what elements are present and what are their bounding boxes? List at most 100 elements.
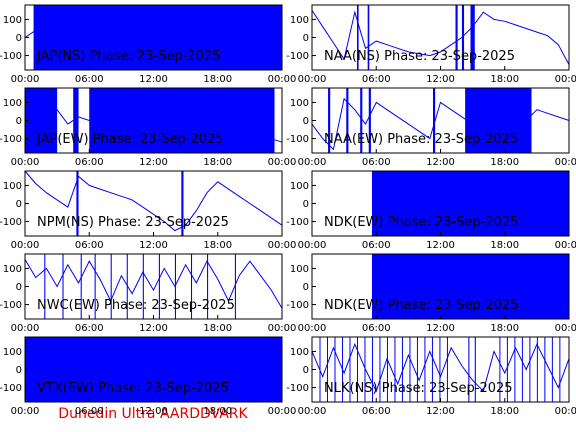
x-tick-label: 00:00 bbox=[555, 74, 576, 85]
phase-line bbox=[24, 15, 282, 38]
dense-band bbox=[360, 88, 363, 153]
x-tick-label: 06:00 bbox=[75, 74, 104, 85]
x-tick-label: 18:00 bbox=[490, 406, 519, 417]
x-tick-label: 06:00 bbox=[75, 406, 104, 417]
x-tick-label: 06:00 bbox=[362, 157, 391, 168]
phase-line bbox=[24, 108, 283, 143]
dense-band bbox=[346, 88, 349, 153]
dense-band bbox=[401, 337, 403, 402]
x-tick-label: 00:00 bbox=[11, 323, 40, 334]
dense-band bbox=[356, 5, 359, 70]
y-tick-label: 100 bbox=[3, 347, 22, 358]
x-tick-label: 06:00 bbox=[362, 240, 391, 251]
panel-label: NDK(EW) Phase: 23-Sep-2025 bbox=[324, 298, 518, 313]
y-tick-label: 100 bbox=[290, 181, 309, 192]
x-tick-label: 00:00 bbox=[268, 157, 297, 168]
dense-band bbox=[44, 254, 46, 319]
x-tick-label: 06:00 bbox=[75, 157, 104, 168]
y-tick-label: -100 bbox=[286, 383, 309, 394]
y-tick-label: 0 bbox=[16, 365, 22, 376]
x-tick-label: 06:00 bbox=[75, 323, 104, 334]
y-tick-label: 100 bbox=[3, 181, 22, 192]
dense-band bbox=[446, 337, 448, 402]
phase-line bbox=[24, 259, 283, 309]
dense-band bbox=[544, 337, 546, 402]
x-tick-label: 06:00 bbox=[75, 240, 104, 251]
x-tick-label: 00:00 bbox=[555, 157, 576, 168]
y-tick-label: 100 bbox=[3, 15, 22, 26]
dense-band bbox=[499, 337, 501, 402]
panel-label: NWC(EW) Phase: 23-Sep-2025 bbox=[37, 298, 235, 313]
dense-band bbox=[73, 88, 79, 153]
y-tick-label: -100 bbox=[0, 383, 22, 394]
dense-band bbox=[142, 254, 144, 319]
x-tick-label: 06:00 bbox=[362, 74, 391, 85]
x-tick-label: 00:00 bbox=[11, 74, 40, 85]
x-tick-label: 18:00 bbox=[203, 240, 232, 251]
x-tick-label: 00:00 bbox=[298, 406, 327, 417]
dense-band bbox=[521, 337, 523, 402]
x-tick-label: 12:00 bbox=[139, 240, 168, 251]
panel-label: NAA(EW) Phase: 23-Sep-2025 bbox=[324, 132, 518, 147]
dense-band bbox=[514, 337, 516, 402]
dense-band bbox=[468, 337, 470, 402]
x-tick-label: 12:00 bbox=[139, 157, 168, 168]
dense-band bbox=[424, 337, 426, 402]
dense-band bbox=[367, 5, 370, 70]
phase-line bbox=[24, 170, 283, 232]
y-tick-label: 0 bbox=[16, 282, 22, 293]
y-tick-label: 100 bbox=[290, 264, 309, 275]
x-tick-label: 06:00 bbox=[362, 406, 391, 417]
x-tick-label: 18:00 bbox=[490, 323, 519, 334]
x-tick-label: 00:00 bbox=[268, 240, 297, 251]
panel-label: VTX(EW) Phase: 23-Sep-2025 bbox=[37, 381, 229, 396]
caption: Dunedin Ultra AARDDVARK bbox=[58, 406, 248, 422]
phase-line bbox=[311, 342, 570, 393]
dense-band bbox=[234, 254, 236, 319]
dense-band bbox=[356, 337, 358, 402]
dense-band bbox=[536, 337, 538, 402]
y-tick-label: -100 bbox=[286, 300, 309, 311]
y-tick-label: 0 bbox=[303, 365, 309, 376]
dense-band bbox=[529, 337, 531, 402]
x-tick-label: 18:00 bbox=[490, 240, 519, 251]
dense-band bbox=[181, 171, 184, 236]
x-tick-label: 06:00 bbox=[362, 323, 391, 334]
panel-label: NAA(NS) Phase: 23-Sep-2025 bbox=[324, 49, 515, 64]
y-tick-label: 100 bbox=[3, 98, 22, 109]
x-tick-label: 00:00 bbox=[298, 240, 327, 251]
dense-band bbox=[431, 337, 433, 402]
y-tick-label: 0 bbox=[303, 33, 309, 44]
x-tick-label: 00:00 bbox=[11, 240, 40, 251]
x-tick-label: 12:00 bbox=[139, 406, 168, 417]
y-tick-label: -100 bbox=[286, 51, 309, 62]
dense-band bbox=[62, 254, 64, 319]
panel-label: NLK(NS) Phase: 23-Sep-2025 bbox=[324, 381, 513, 396]
x-tick-label: 12:00 bbox=[139, 323, 168, 334]
y-tick-label: 100 bbox=[290, 347, 309, 358]
dense-band bbox=[76, 171, 79, 236]
y-tick-label: 0 bbox=[303, 116, 309, 127]
y-tick-label: -100 bbox=[0, 300, 22, 311]
dense-band bbox=[158, 254, 160, 319]
x-tick-label: 00:00 bbox=[555, 240, 576, 251]
dense-band bbox=[368, 88, 371, 153]
dense-band bbox=[461, 5, 465, 70]
x-tick-label: 00:00 bbox=[11, 406, 40, 417]
dense-band bbox=[394, 337, 396, 402]
x-tick-label: 00:00 bbox=[298, 157, 327, 168]
y-tick-label: 0 bbox=[303, 199, 309, 210]
dense-band bbox=[439, 337, 441, 402]
x-tick-label: 00:00 bbox=[555, 406, 576, 417]
dense-band bbox=[506, 337, 508, 402]
x-tick-label: 00:00 bbox=[268, 406, 297, 417]
y-tick-label: -100 bbox=[286, 134, 309, 145]
dense-band bbox=[379, 337, 381, 402]
panel-label: NPM(NS) Phase: 23-Sep-2025 bbox=[37, 215, 229, 230]
x-tick-label: 00:00 bbox=[555, 323, 576, 334]
y-tick-label: -100 bbox=[0, 217, 22, 228]
dense-band bbox=[551, 337, 553, 402]
x-tick-label: 12:00 bbox=[426, 157, 455, 168]
panel-label: JAP(NS) Phase: 23-Sep-2025 bbox=[36, 49, 220, 64]
